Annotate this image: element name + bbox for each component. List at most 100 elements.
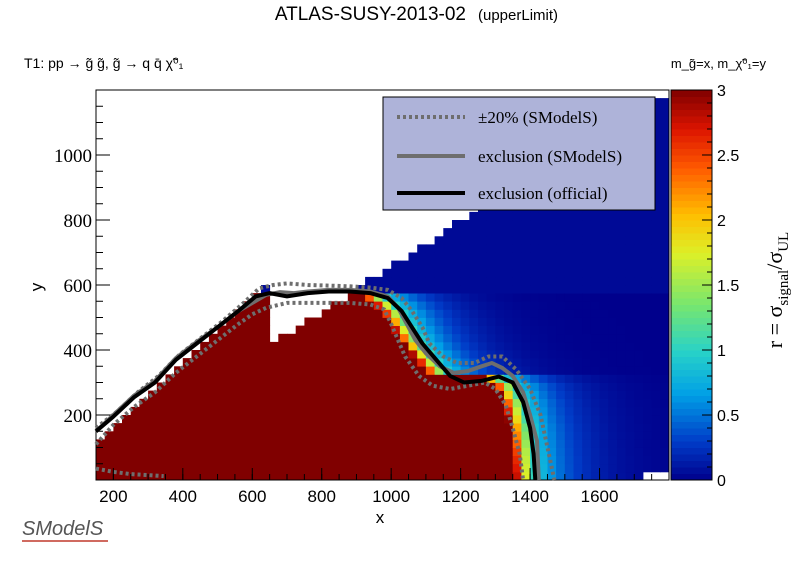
heatmap-cell	[399, 260, 409, 270]
heatmap-cell	[651, 146, 661, 156]
heatmap-cell	[330, 415, 340, 424]
heatmap-cell	[261, 285, 271, 294]
heatmap-cell	[625, 220, 635, 229]
heatmap-cell	[104, 471, 114, 481]
heatmap-cell	[564, 325, 574, 335]
heatmap-cell	[521, 317, 531, 326]
heatmap-cell	[556, 252, 566, 261]
heatmap-cell	[512, 398, 522, 408]
heatmap-cell	[530, 293, 540, 302]
heatmap-cell	[469, 228, 479, 237]
heatmap-cell	[165, 463, 175, 473]
heatmap-cell	[174, 415, 184, 424]
heatmap-cell	[148, 406, 158, 416]
heatmap-cell	[382, 439, 392, 448]
heatmap-cell	[226, 366, 236, 375]
heatmap-cell	[495, 439, 505, 448]
heatmap-cell	[382, 455, 392, 465]
heatmap-cell	[373, 471, 383, 481]
heatmap-cell	[608, 374, 618, 383]
heatmap-cell	[304, 463, 314, 473]
heatmap-cell	[616, 236, 626, 245]
heatmap-cell	[165, 374, 175, 383]
heatmap-cell	[495, 293, 505, 302]
heatmap-cell	[182, 374, 192, 383]
heatmap-cell	[469, 260, 479, 270]
heatmap-cell	[261, 463, 271, 473]
heatmap-cell	[616, 431, 626, 440]
heatmap-cell	[434, 236, 444, 245]
heatmap-cell	[434, 341, 444, 351]
heatmap-cell	[425, 293, 435, 302]
heatmap-cell	[425, 431, 435, 440]
heatmap-cell	[660, 285, 670, 294]
heatmap-cell	[590, 301, 600, 310]
heatmap-cell	[521, 341, 531, 351]
heatmap-cell	[625, 268, 635, 278]
heatmap-cell	[408, 471, 418, 481]
heatmap-cell	[208, 406, 218, 416]
heatmap-cell	[495, 431, 505, 440]
heatmap-cell	[243, 423, 253, 432]
heatmap-cell	[226, 325, 236, 335]
heatmap-cell	[261, 439, 271, 448]
heatmap-cell	[373, 366, 383, 375]
heatmap-cell	[573, 276, 583, 286]
heatmap-cell	[252, 333, 262, 343]
heatmap-cell	[200, 439, 210, 448]
heatmap-cell	[287, 415, 297, 424]
heatmap-cell	[625, 309, 635, 318]
heatmap-cell	[208, 455, 218, 465]
heatmap-cell	[478, 220, 488, 229]
heatmap-cell	[399, 415, 409, 424]
heatmap-cell	[512, 455, 522, 465]
heatmap-cell	[191, 471, 201, 481]
heatmap-cell	[443, 309, 453, 318]
heatmap-cell	[313, 406, 323, 416]
heatmap-cell	[625, 260, 635, 270]
heatmap-cell	[660, 301, 670, 310]
heatmap-cell	[156, 471, 166, 481]
heatmap-cell	[530, 333, 540, 343]
heatmap-cell	[660, 122, 670, 131]
heatmap-cell	[660, 463, 670, 473]
heatmap-cell	[408, 358, 418, 367]
heatmap-cell	[504, 293, 514, 302]
heatmap-cell	[321, 358, 331, 367]
heatmap-cell	[651, 285, 661, 294]
heatmap-cell	[434, 244, 444, 253]
heatmap-cell	[643, 439, 653, 448]
heatmap-cell	[625, 236, 635, 245]
heatmap-cell	[599, 423, 609, 432]
colorbar-segment	[671, 454, 712, 461]
heatmap-cell	[443, 431, 453, 440]
heatmap-cell	[304, 439, 314, 448]
heatmap-cell	[269, 431, 279, 440]
heatmap-cell	[339, 301, 349, 310]
heatmap-cell	[486, 325, 496, 335]
heatmap-cell	[521, 350, 531, 359]
heatmap-cell	[512, 350, 522, 359]
heatmap-cell	[234, 398, 244, 408]
heatmap-cell	[261, 341, 271, 351]
heatmap-cell	[512, 406, 522, 416]
colorbar-segment	[671, 363, 712, 370]
heatmap-cell	[148, 439, 158, 448]
heatmap-cell	[582, 285, 592, 294]
heatmap-cell	[287, 439, 297, 448]
heatmap-cell	[200, 390, 210, 400]
heatmap-cell	[564, 220, 574, 229]
heatmap-cell	[269, 471, 279, 481]
heatmap-cell	[321, 374, 331, 383]
legend-label-smodels: exclusion (SModelS)	[478, 147, 622, 166]
heatmap-cell	[339, 423, 349, 432]
heatmap-cell	[269, 447, 279, 456]
heatmap-cell	[651, 276, 661, 286]
heatmap-cell	[217, 398, 227, 408]
heatmap-cell	[616, 406, 626, 416]
heatmap-cell	[478, 244, 488, 253]
heatmap-cell	[651, 155, 661, 164]
heatmap-cell	[391, 455, 401, 465]
heatmap-cell	[582, 325, 592, 335]
